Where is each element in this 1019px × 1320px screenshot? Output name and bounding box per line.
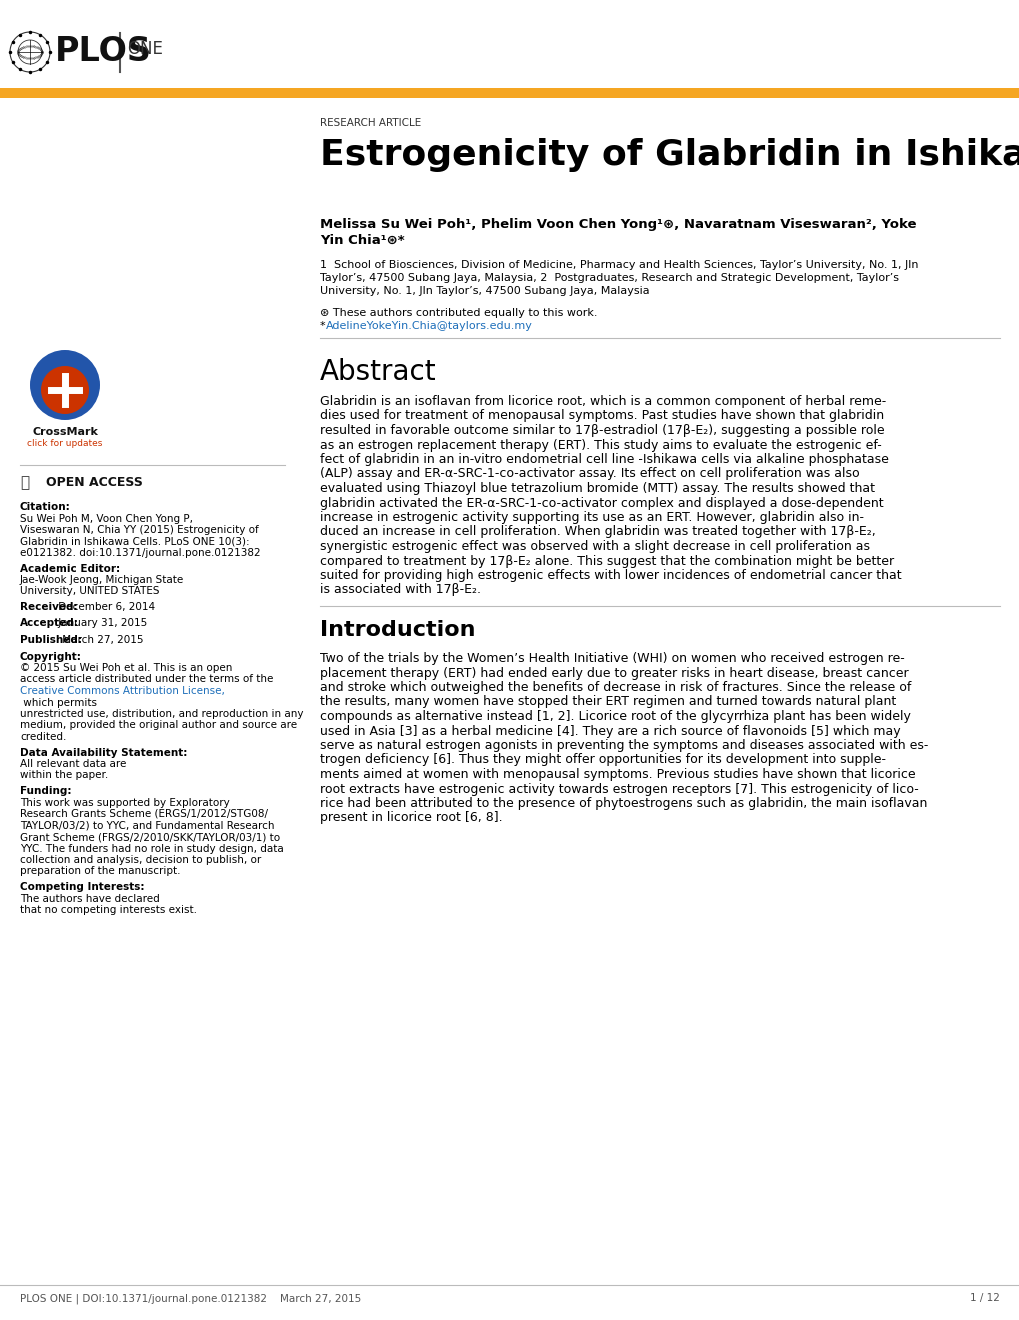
Text: used in Asia [3] as a herbal medicine [4]. They are a rich source of flavonoids : used in Asia [3] as a herbal medicine [4… [320, 725, 900, 738]
Text: January 31, 2015: January 31, 2015 [55, 619, 147, 628]
Text: The authors have declared: The authors have declared [20, 894, 160, 903]
Text: Melissa Su Wei Poh¹, Phelim Voon Chen Yong¹⊛, Navaratnam Viseswaran², Yoke: Melissa Su Wei Poh¹, Phelim Voon Chen Yo… [320, 218, 916, 231]
Text: 1 / 12: 1 / 12 [969, 1294, 999, 1303]
Text: present in licorice root [6, 8].: present in licorice root [6, 8]. [320, 812, 502, 825]
Text: duced an increase in cell proliferation. When glabridin was treated together wit: duced an increase in cell proliferation.… [320, 525, 875, 539]
Text: PLOS: PLOS [55, 36, 152, 69]
Text: as an estrogen replacement therapy (ERT). This study aims to evaluate the estrog: as an estrogen replacement therapy (ERT)… [320, 438, 880, 451]
Text: Jae-Wook Jeong, Michigan State: Jae-Wook Jeong, Michigan State [20, 576, 184, 585]
Text: December 6, 2014: December 6, 2014 [55, 602, 155, 612]
Circle shape [41, 366, 89, 414]
Text: 1  School of Biosciences, Division of Medicine, Pharmacy and Health Sciences, Ta: 1 School of Biosciences, Division of Med… [320, 260, 917, 271]
Text: 🔓: 🔓 [20, 475, 30, 490]
Text: Glabridin in Ishikawa Cells. PLoS ONE 10(3):: Glabridin in Ishikawa Cells. PLoS ONE 10… [20, 536, 250, 546]
Text: suited for providing high estrogenic effects with lower incidences of endometria: suited for providing high estrogenic eff… [320, 569, 901, 582]
Text: medium, provided the original author and source are: medium, provided the original author and… [20, 721, 297, 730]
Text: Two of the trials by the Women’s Health Initiative (WHI) on women who received e: Two of the trials by the Women’s Health … [320, 652, 904, 665]
Text: within the paper.: within the paper. [20, 771, 108, 780]
Text: dies used for treatment of menopausal symptoms. Past studies have shown that gla: dies used for treatment of menopausal sy… [320, 409, 883, 422]
Text: credited.: credited. [20, 733, 66, 742]
Text: preparation of the manuscript.: preparation of the manuscript. [20, 866, 180, 876]
Text: access article distributed under the terms of the: access article distributed under the ter… [20, 675, 273, 685]
Text: TAYLOR/03/2) to YYC, and Fundamental Research: TAYLOR/03/2) to YYC, and Fundamental Res… [20, 821, 274, 830]
Text: increase in estrogenic activity supporting its use as an ERT. However, glabridin: increase in estrogenic activity supporti… [320, 511, 863, 524]
Text: Competing Interests:: Competing Interests: [20, 882, 145, 892]
Text: Data Availability Statement:: Data Availability Statement: [20, 747, 187, 758]
Text: resulted in favorable outcome similar to 17β-estradiol (17β-E₂), suggesting a po: resulted in favorable outcome similar to… [320, 424, 883, 437]
Text: Copyright:: Copyright: [20, 652, 82, 661]
Text: Creative Commons Attribution License,: Creative Commons Attribution License, [20, 686, 224, 696]
Text: University, No. 1, Jln Taylor’s, 47500 Subang Jaya, Malaysia: University, No. 1, Jln Taylor’s, 47500 S… [320, 286, 649, 296]
Text: ONE: ONE [127, 40, 163, 58]
Text: Su Wei Poh M, Voon Chen Yong P,: Su Wei Poh M, Voon Chen Yong P, [20, 513, 193, 524]
Text: Citation:: Citation: [20, 502, 70, 512]
Text: PLOS ONE | DOI:10.1371/journal.pone.0121382    March 27, 2015: PLOS ONE | DOI:10.1371/journal.pone.0121… [20, 1294, 361, 1304]
Text: Introduction: Introduction [320, 620, 475, 640]
Text: Published:: Published: [20, 635, 82, 645]
Text: and stroke which outweighed the benefits of decrease in risk of fractures. Since: and stroke which outweighed the benefits… [320, 681, 911, 694]
Text: (ALP) assay and ER-α-SRC-1-co-activator assay. Its effect on cell proliferation : (ALP) assay and ER-α-SRC-1-co-activator … [320, 467, 859, 480]
Text: Yin Chia¹⊛*: Yin Chia¹⊛* [320, 234, 405, 247]
Text: compared to treatment by 17β-E₂ alone. This suggest that the combination might b: compared to treatment by 17β-E₂ alone. T… [320, 554, 894, 568]
Text: ⊛ These authors contributed equally to this work.: ⊛ These authors contributed equally to t… [320, 308, 597, 318]
Text: evaluated using Thiazoyl blue tetrazolium bromide (MTT) assay. The results showe: evaluated using Thiazoyl blue tetrazoliu… [320, 482, 874, 495]
Text: Grant Scheme (FRGS/2/2010/SKK/TAYLOR/03/1) to: Grant Scheme (FRGS/2/2010/SKK/TAYLOR/03/… [20, 832, 280, 842]
Text: that no competing interests exist.: that no competing interests exist. [20, 906, 197, 915]
Text: CrossMark: CrossMark [32, 426, 98, 437]
Text: March 27, 2015: March 27, 2015 [59, 635, 144, 645]
Text: OPEN ACCESS: OPEN ACCESS [46, 477, 143, 488]
Text: Glabridin is an isoflavan from licorice root, which is a common component of her: Glabridin is an isoflavan from licorice … [320, 395, 886, 408]
Text: trogen deficiency [6]. Thus they might offer opportunities for its development i: trogen deficiency [6]. Thus they might o… [320, 754, 886, 767]
Text: glabridin activated the ER-α-SRC-1-co-activator complex and displayed a dose-dep: glabridin activated the ER-α-SRC-1-co-ac… [320, 496, 882, 510]
Text: root extracts have estrogenic activity towards estrogen receptors [7]. This estr: root extracts have estrogenic activity t… [320, 783, 918, 796]
Text: Academic Editor:: Academic Editor: [20, 564, 120, 573]
Text: AdelineYokeYin.Chia@taylors.edu.my: AdelineYokeYin.Chia@taylors.edu.my [326, 321, 532, 331]
Text: collection and analysis, decision to publish, or: collection and analysis, decision to pub… [20, 855, 261, 865]
Text: This work was supported by Exploratory: This work was supported by Exploratory [20, 797, 229, 808]
Text: synergistic estrogenic effect was observed with a slight decrease in cell prolif: synergistic estrogenic effect was observ… [320, 540, 869, 553]
Text: ments aimed at women with menopausal symptoms. Previous studies have shown that : ments aimed at women with menopausal sym… [320, 768, 915, 781]
Text: Accepted:: Accepted: [20, 619, 78, 628]
Text: fect of glabridin in an in-vitro endometrial cell line -Ishikawa cells via alkal: fect of glabridin in an in-vitro endomet… [320, 453, 888, 466]
Text: placement therapy (ERT) had ended early due to greater risks in heart disease, b: placement therapy (ERT) had ended early … [320, 667, 908, 680]
Text: YYC. The funders had no role in study design, data: YYC. The funders had no role in study de… [20, 843, 283, 854]
Text: Abstract: Abstract [320, 358, 436, 385]
Text: Estrogenicity of Glabridin in Ishikawa Cells: Estrogenicity of Glabridin in Ishikawa C… [320, 139, 1019, 172]
Text: *: * [320, 321, 329, 331]
Text: unrestricted use, distribution, and reproduction in any: unrestricted use, distribution, and repr… [20, 709, 304, 719]
Text: Research Grants Scheme (ERGS/1/2012/STG08/: Research Grants Scheme (ERGS/1/2012/STG0… [20, 809, 268, 818]
Text: Viseswaran N, Chia YY (2015) Estrogenicity of: Viseswaran N, Chia YY (2015) Estrogenici… [20, 525, 259, 535]
Text: University, UNITED STATES: University, UNITED STATES [20, 586, 159, 597]
Text: Received:: Received: [20, 602, 77, 612]
Text: RESEARCH ARTICLE: RESEARCH ARTICLE [320, 117, 421, 128]
Text: rice had been attributed to the presence of phytoestrogens such as glabridin, th: rice had been attributed to the presence… [320, 797, 926, 810]
Text: Taylor’s, 47500 Subang Jaya, Malaysia, 2  Postgraduates, Research and Strategic : Taylor’s, 47500 Subang Jaya, Malaysia, 2… [320, 273, 898, 282]
Text: which permits: which permits [20, 697, 97, 708]
Text: e0121382. doi:10.1371/journal.pone.0121382: e0121382. doi:10.1371/journal.pone.01213… [20, 548, 261, 558]
Text: click for updates: click for updates [28, 440, 103, 447]
Text: All relevant data are: All relevant data are [20, 759, 126, 770]
Text: the results, many women have stopped their ERT regimen and turned towards natura: the results, many women have stopped the… [320, 696, 896, 709]
Text: © 2015 Su Wei Poh et al. This is an open: © 2015 Su Wei Poh et al. This is an open [20, 663, 232, 673]
Circle shape [30, 350, 100, 420]
Text: serve as natural estrogen agonists in preventing the symptoms and diseases assoc: serve as natural estrogen agonists in pr… [320, 739, 927, 752]
Text: is associated with 17β-E₂.: is associated with 17β-E₂. [320, 583, 481, 597]
Text: compounds as alternative instead [1, 2]. Licorice root of the glycyrrhiza plant : compounds as alternative instead [1, 2].… [320, 710, 910, 723]
Bar [0, 88, 1019, 98]
Text: Funding:: Funding: [20, 785, 71, 796]
